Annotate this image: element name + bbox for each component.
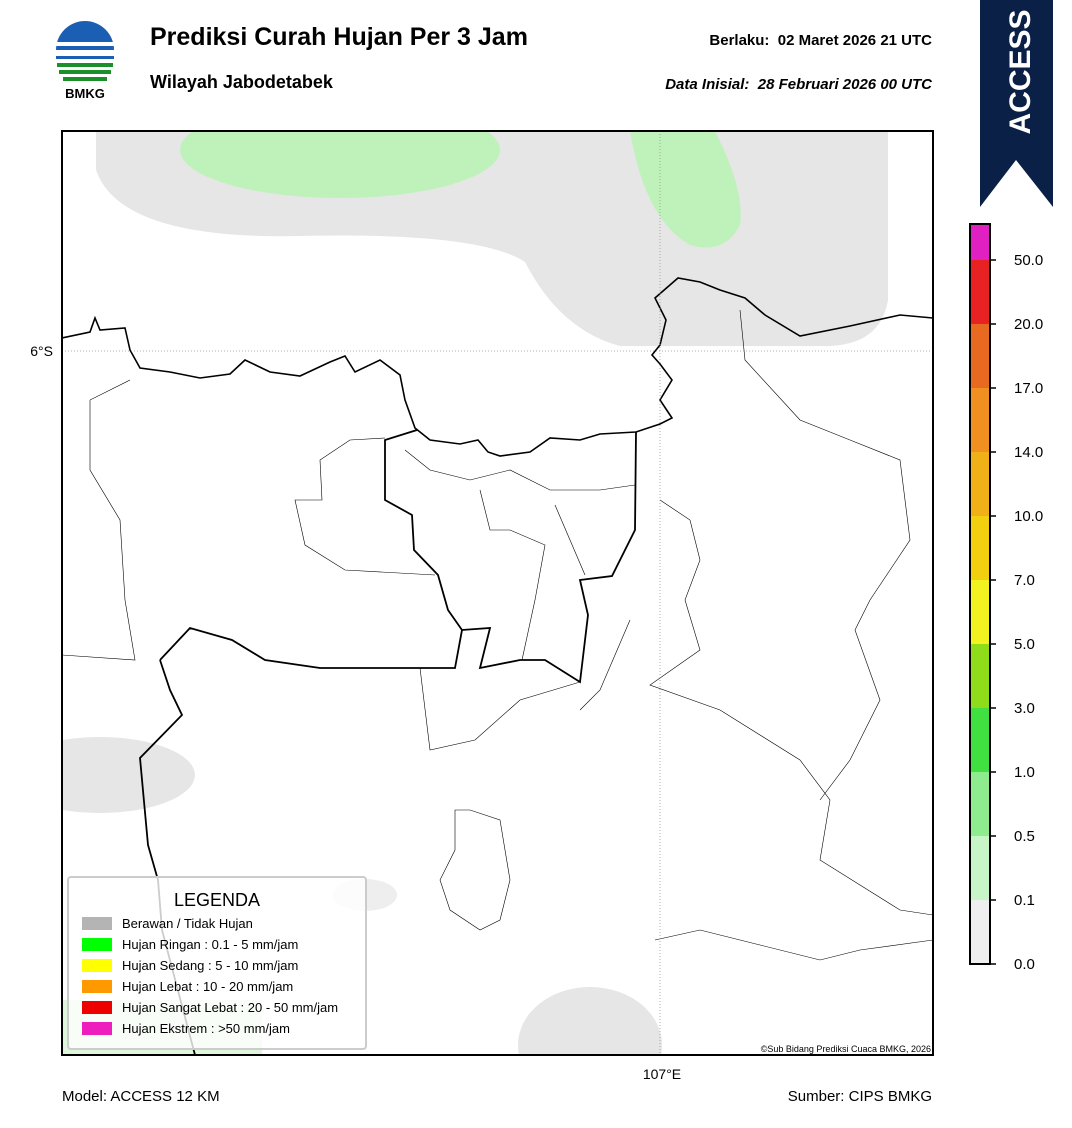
legend-swatch (82, 917, 112, 930)
legend-swatch (82, 1022, 112, 1035)
colorbar-segment (970, 772, 990, 836)
rain-area (180, 131, 500, 198)
colorbar: 0.0 0.1 0.5 1.0 3.0 5.0 7.0 10.0 14.0 17.0 20.0 50.… (969, 223, 1043, 973)
source: Sumber: CIPS BMKG (788, 1088, 932, 1105)
model: Model: ACCESS 12 KM (62, 1088, 220, 1105)
colorbar-segment (970, 260, 990, 324)
legend-label: Hujan Ringan : 0.1 - 5 mm/jam (122, 937, 298, 952)
colorbar-label: 3.0 (1014, 700, 1035, 717)
colorbar-segment (970, 516, 990, 580)
rain-area (630, 131, 741, 248)
lon-label: 107°E (643, 1066, 681, 1082)
colorbar-label: 7.0 (1014, 572, 1035, 589)
legend-label: Hujan Sedang : 5 - 10 mm/jam (122, 958, 298, 973)
coastline (62, 277, 933, 457)
badge (980, 0, 1053, 207)
colorbar-label: 1.0 (1014, 764, 1035, 781)
colorbar-segment (970, 324, 990, 388)
colorbar-label: 10.0 (1014, 508, 1043, 525)
colorbar-label: 0.0 (1014, 956, 1035, 973)
colorbar-segment (970, 708, 990, 772)
legend-label: Hujan Sangat Lebat : 20 - 50 mm/jam (122, 1000, 338, 1015)
logo (56, 21, 114, 81)
legend-swatch (82, 959, 112, 972)
legend-title: LEGENDA (174, 890, 260, 910)
colorbar-label: 14.0 (1014, 444, 1043, 461)
lat-label: 6°S (30, 343, 53, 359)
map-frame (61, 130, 934, 1056)
title: Prediksi Curah Hujan Per 3 Jam (150, 23, 528, 51)
colorbar-frame (969, 223, 991, 965)
colorbar-segment (970, 900, 990, 964)
legend: Berawan / Tidak Hujan Hujan Ringan : 0.1 … (82, 916, 338, 1036)
legend-label: Hujan Ekstrem : >50 mm/jam (122, 1021, 290, 1036)
badge-text: ACCESS (1004, 9, 1037, 134)
colorbar-segment (970, 388, 990, 452)
logo-text: BMKG (65, 86, 105, 101)
colorbar-segment (970, 452, 990, 516)
colorbar-label: 50.0 (1014, 252, 1043, 269)
legend-label: Hujan Lebat : 10 - 20 mm/jam (122, 979, 293, 994)
init-time: Data Inisial: 28 Februari 2026 00 UTC (665, 76, 933, 93)
cloud-area (518, 987, 662, 1055)
subtitle: Wilayah Jabodetabek (150, 72, 334, 92)
boundary (384, 429, 637, 684)
colorbar-label: 17.0 (1014, 380, 1043, 397)
colorbar-label: 0.1 (1014, 892, 1035, 909)
colorbar-segment (970, 224, 990, 260)
copyright: ©Sub Bidang Prediksi Cuaca BMKG, 2026 (761, 1044, 931, 1054)
colorbar-segment (970, 836, 990, 900)
legend-label: Berawan / Tidak Hujan (122, 916, 253, 931)
colorbar-segment (970, 580, 990, 644)
district-line (62, 309, 933, 961)
legend-box (67, 876, 367, 1050)
colorbar-segment (970, 644, 990, 708)
colorbar-label: 5.0 (1014, 636, 1035, 653)
colorbar-label: 0.5 (1014, 828, 1035, 845)
legend-swatch (82, 938, 112, 951)
valid-time: Berlaku: 02 Maret 2026 21 UTC (709, 32, 932, 49)
legend-swatch (82, 980, 112, 993)
legend-swatch (82, 1001, 112, 1014)
colorbar-label: 20.0 (1014, 316, 1043, 333)
cloud-area (62, 737, 195, 813)
